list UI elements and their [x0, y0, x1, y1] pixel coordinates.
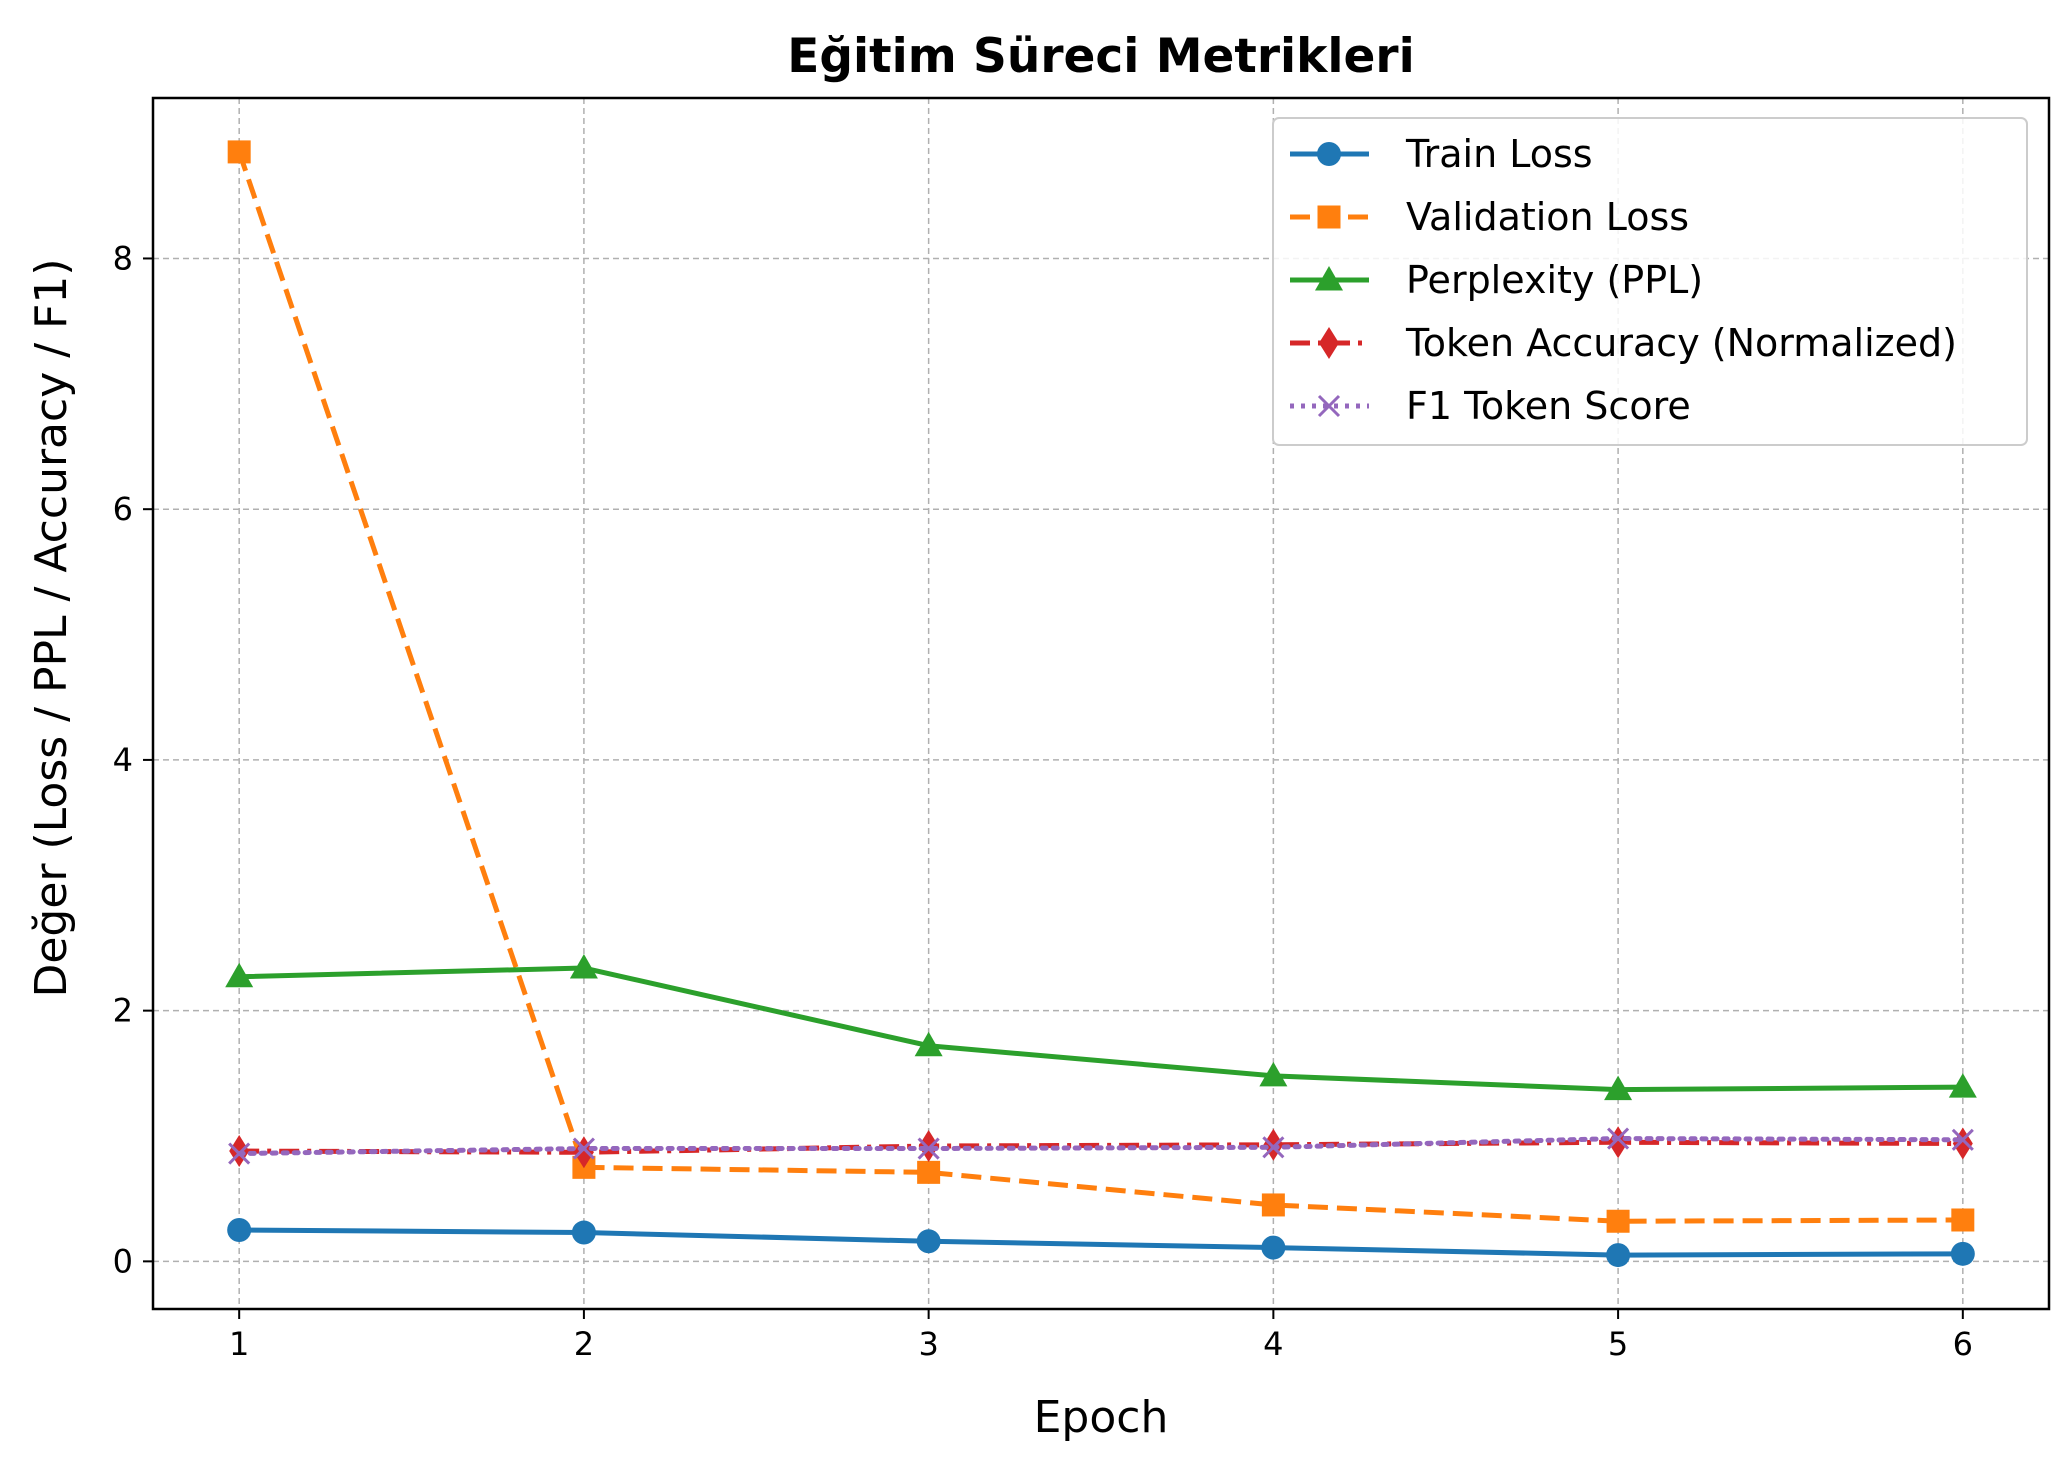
data-point: [1948, 1073, 1977, 1098]
data-point: [225, 962, 254, 988]
x-tick-label: 5: [1608, 1325, 1628, 1363]
x-tick-label: 1: [229, 1325, 249, 1363]
legend-label: F1 Token Score: [1406, 384, 1691, 428]
legend-item: F1 Token Score: [1290, 384, 1691, 428]
data-point: [572, 1137, 595, 1160]
data-point: [1606, 1209, 1630, 1233]
legend-item: Perplexity (PPL): [1290, 258, 1703, 302]
y-tick-label: 2: [113, 992, 133, 1030]
series-line: [239, 1227, 1963, 1258]
chart-title: Eğitim Süreci Metrikleri: [787, 29, 1414, 84]
data-point: [917, 1160, 941, 1184]
x-axis-title: Epoch: [1034, 1392, 1169, 1443]
x-tick-label: 2: [574, 1325, 594, 1363]
data-point: [917, 1137, 940, 1160]
legend-box: [1272, 117, 2028, 446]
data-point: [1604, 1075, 1633, 1101]
legend: Train Loss Validation Loss Perplexity (PPL…: [1272, 117, 2028, 446]
data-point: [1261, 1235, 1286, 1260]
legend-marker: [1317, 394, 1341, 418]
data-point: [1951, 1128, 1974, 1151]
legend-marker: [1317, 142, 1341, 166]
series-line: [236, 151, 1963, 1224]
series-layer: [225, 140, 1977, 1268]
legend-marker: [1317, 205, 1341, 229]
series-0: [227, 1218, 1975, 1268]
series-line: [239, 1139, 1963, 1155]
y-tick-label: 6: [113, 490, 133, 528]
data-point: [571, 1220, 596, 1245]
y-tick-label: 4: [113, 741, 133, 779]
series-1: [227, 140, 1975, 1233]
data-point: [1259, 1061, 1288, 1087]
x-tick-label: 3: [918, 1325, 938, 1363]
series-2: [225, 954, 1977, 1101]
y-axis-title: Değer (Loss / PPL / Accuracy / F1): [26, 258, 77, 997]
data-point: [227, 1218, 252, 1243]
data-point: [916, 1229, 941, 1254]
data-point: [1607, 1127, 1630, 1150]
ticks: 1 2 3 4 5 6 0 2 4 6 8: [113, 239, 1973, 1363]
x-tick-label: 6: [1953, 1325, 1973, 1363]
legend-label: Validation Loss: [1406, 195, 1689, 239]
y-tick-label: 0: [113, 1242, 133, 1280]
legend-marker: [1315, 266, 1343, 291]
x-tick-label: 4: [1263, 1325, 1283, 1363]
legend-item: Train Loss: [1290, 132, 1593, 176]
data-point: [228, 1142, 251, 1165]
y-tick-label: 8: [113, 239, 133, 277]
data-point: [914, 1031, 943, 1057]
legend-item: Validation Loss: [1290, 195, 1689, 239]
data-point: [1261, 1193, 1285, 1217]
data-point: [1606, 1243, 1631, 1268]
legend-label: Token Accuracy (Normalized): [1405, 321, 1957, 365]
series-4: [228, 1127, 1974, 1165]
data-point: [1262, 1136, 1285, 1159]
legend-marker: [1319, 327, 1339, 359]
data-point: [1951, 1208, 1975, 1232]
data-point: [227, 140, 251, 164]
legend-item: Token Accuracy (Normalized): [1290, 321, 1957, 365]
data-point: [569, 954, 598, 979]
series-line: [236, 1136, 1966, 1157]
data-point: [1950, 1241, 1975, 1266]
plot-frame: [151, 96, 2051, 1311]
legend-label: Train Loss: [1405, 132, 1593, 176]
legend-label: Perplexity (PPL): [1406, 258, 1703, 302]
series-line: [239, 965, 1963, 1093]
